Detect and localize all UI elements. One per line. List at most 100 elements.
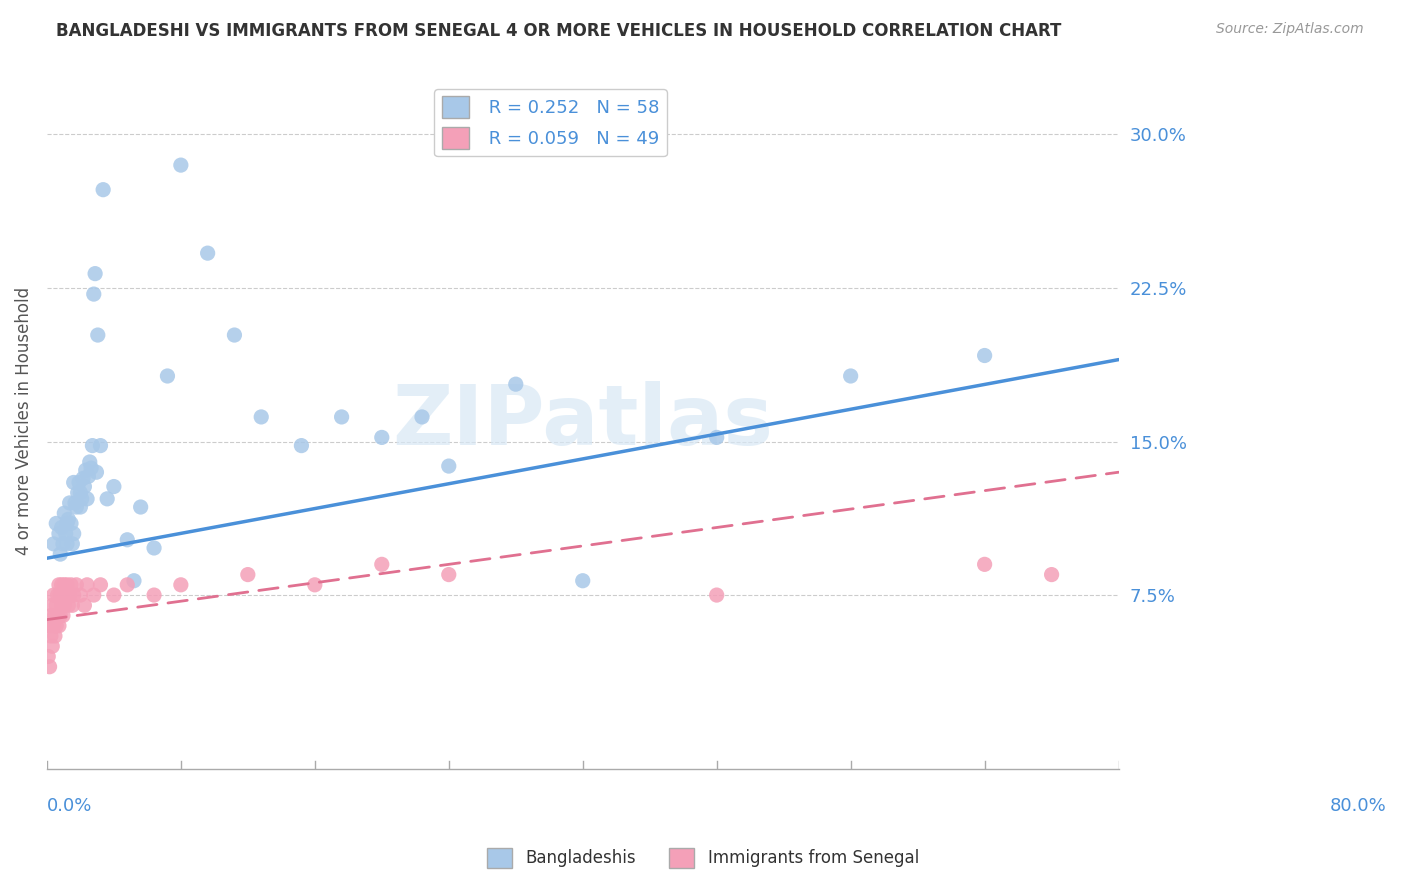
Point	[62, 588, 84, 602]
Point	[65, 578, 87, 592]
Point	[44, 608, 66, 623]
Point	[76, 491, 98, 506]
Point	[79, 455, 101, 469]
Point	[66, 485, 89, 500]
Point	[84, 267, 107, 281]
Point	[72, 471, 94, 485]
Text: BANGLADESHI VS IMMIGRANTS FROM SENEGAL 4 OR MORE VEHICLES IN HOUSEHOLD CORRELATI: BANGLADESHI VS IMMIGRANTS FROM SENEGAL 4…	[56, 22, 1062, 40]
Point	[62, 526, 84, 541]
Point	[1040, 567, 1063, 582]
Point	[69, 485, 91, 500]
Point	[83, 287, 105, 301]
Text: 80.0%: 80.0%	[1330, 797, 1386, 815]
Point	[122, 574, 145, 588]
Point	[41, 599, 63, 613]
Point	[973, 558, 995, 572]
Point	[73, 599, 96, 613]
Point	[69, 500, 91, 514]
Point	[52, 537, 75, 551]
Point	[91, 183, 114, 197]
Point	[51, 578, 73, 592]
Point	[48, 578, 70, 592]
Point	[52, 588, 75, 602]
Point	[59, 588, 82, 602]
Point	[304, 578, 326, 592]
Point	[44, 629, 66, 643]
Point	[170, 578, 193, 592]
Point	[437, 459, 460, 474]
Point	[39, 629, 62, 643]
Point	[62, 475, 84, 490]
Legend: Bangladeshis, Immigrants from Senegal: Bangladeshis, Immigrants from Senegal	[481, 841, 925, 875]
Point	[371, 558, 394, 572]
Point	[45, 516, 67, 531]
Point	[73, 479, 96, 493]
Point	[80, 461, 103, 475]
Point	[38, 659, 60, 673]
Point	[49, 588, 72, 602]
Point	[49, 608, 72, 623]
Point	[103, 479, 125, 493]
Point	[41, 639, 63, 653]
Point	[37, 649, 59, 664]
Point	[75, 463, 97, 477]
Point	[224, 328, 246, 343]
Point	[48, 619, 70, 633]
Point	[76, 578, 98, 592]
Point	[56, 578, 79, 592]
Point	[56, 516, 79, 531]
Point	[77, 469, 100, 483]
Point	[42, 588, 65, 602]
Point	[290, 439, 312, 453]
Text: ZIPatlas: ZIPatlas	[392, 381, 773, 461]
Point	[53, 506, 76, 520]
Point	[55, 588, 77, 602]
Point	[46, 588, 69, 602]
Point	[58, 512, 80, 526]
Point	[839, 369, 862, 384]
Point	[86, 465, 108, 479]
Point	[411, 409, 433, 424]
Point	[42, 619, 65, 633]
Point	[70, 491, 93, 506]
Point	[42, 537, 65, 551]
Point	[59, 516, 82, 531]
Point	[60, 599, 83, 613]
Point	[45, 619, 67, 633]
Point	[973, 349, 995, 363]
Point	[706, 430, 728, 444]
Point	[236, 567, 259, 582]
Point	[143, 588, 166, 602]
Point	[103, 588, 125, 602]
Point	[250, 409, 273, 424]
Point	[59, 578, 82, 592]
Point	[63, 496, 86, 510]
Point	[56, 537, 79, 551]
Point	[170, 158, 193, 172]
Point	[58, 599, 80, 613]
Point	[53, 599, 76, 613]
Point	[51, 520, 73, 534]
Point	[156, 369, 179, 384]
Point	[45, 599, 67, 613]
Point	[60, 537, 83, 551]
Point	[117, 533, 139, 547]
Point	[330, 409, 353, 424]
Point	[83, 588, 105, 602]
Point	[437, 567, 460, 582]
Y-axis label: 4 or more Vehicles in Household: 4 or more Vehicles in Household	[15, 287, 32, 555]
Text: Source: ZipAtlas.com: Source: ZipAtlas.com	[1216, 22, 1364, 37]
Point	[143, 541, 166, 555]
Legend:  R = 0.252   N = 58,  R = 0.059   N = 49: R = 0.252 N = 58, R = 0.059 N = 49	[434, 89, 666, 156]
Point	[129, 500, 152, 514]
Point	[571, 574, 593, 588]
Point	[38, 619, 60, 633]
Point	[39, 608, 62, 623]
Point	[48, 526, 70, 541]
Point	[371, 430, 394, 444]
Point	[117, 578, 139, 592]
Point	[89, 578, 111, 592]
Point	[706, 588, 728, 602]
Point	[65, 500, 87, 514]
Point	[49, 547, 72, 561]
